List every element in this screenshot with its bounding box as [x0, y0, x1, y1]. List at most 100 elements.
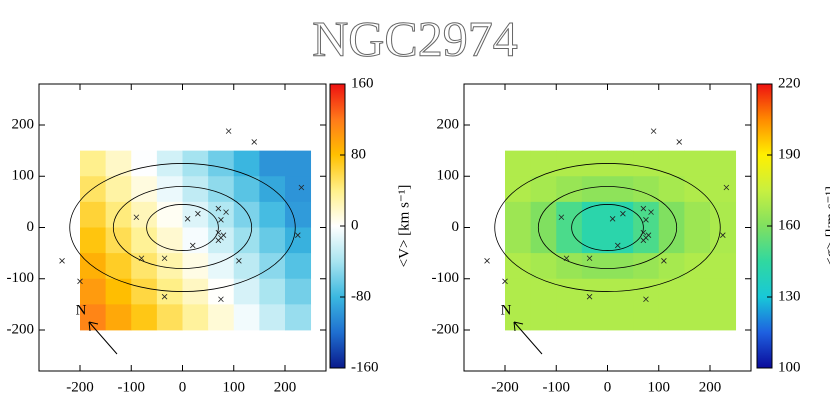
star-marker: [586, 255, 593, 262]
x-tick-label: -100: [118, 379, 146, 395]
map-cell: [233, 278, 260, 305]
star-marker: [563, 255, 570, 262]
star-marker: [640, 205, 647, 212]
y-tick-label: -200: [7, 321, 35, 337]
x-tick-label: -100: [543, 379, 571, 395]
map-cell: [259, 227, 286, 254]
isophote: [69, 163, 296, 292]
star-marker: [484, 258, 490, 264]
colorbar-label: <σ> [km s⁻¹]: [823, 186, 830, 266]
colorbar-tick-label: 130: [778, 288, 801, 304]
star-marker: [643, 217, 649, 223]
star-marker: [138, 255, 145, 262]
y-tick-label: -100: [7, 270, 35, 286]
colorbar-tick-label: 220: [778, 75, 801, 91]
map-cell: [530, 278, 557, 305]
map-cell: [80, 201, 107, 228]
map-cell: [233, 227, 260, 254]
map-cell: [710, 201, 737, 228]
colorbar-tick-label: 190: [778, 146, 801, 162]
x-tick-label: 100: [223, 379, 246, 395]
map-cell: [131, 278, 158, 305]
star-marker: [189, 242, 196, 249]
map-cell: [80, 278, 107, 305]
map-cell: [658, 227, 685, 254]
map-cell: [208, 278, 235, 305]
map-cell: [505, 278, 532, 305]
star-marker: [161, 293, 168, 300]
y-tick-label: 0: [452, 219, 460, 235]
map-cell: [233, 176, 260, 203]
map-cell: [156, 176, 183, 203]
map-cell: [131, 201, 158, 228]
map-cell: [285, 201, 312, 228]
map-cell: [607, 304, 634, 331]
map-cell: [208, 176, 235, 203]
y-tick-label: -100: [432, 270, 460, 286]
map-cell: [556, 304, 583, 331]
star-marker: [648, 209, 654, 215]
star-marker: [614, 242, 621, 249]
star-marker: [720, 232, 726, 238]
star-marker: [220, 232, 227, 238]
map-cell: [530, 176, 557, 203]
map-cell: [233, 201, 260, 228]
map-cell: [684, 278, 711, 305]
map-cell: [182, 304, 209, 331]
star-marker: [133, 214, 140, 221]
map-cell: [658, 201, 685, 228]
map-cell: [658, 253, 685, 280]
star-marker: [236, 258, 242, 264]
map-cell: [530, 227, 557, 254]
y-tick-label: 100: [437, 168, 460, 184]
star-marker: [195, 210, 201, 217]
figure-title: NGC2974: [312, 10, 518, 66]
map-cell: [182, 253, 209, 280]
map-cell: [684, 304, 711, 331]
map-cell: [556, 201, 583, 228]
map-cell: [710, 150, 737, 177]
map-cell: [556, 176, 583, 203]
x-tick-label: 100: [648, 379, 671, 395]
map-cell: [684, 150, 711, 177]
map-cell: [530, 201, 557, 228]
map-cell: [633, 176, 660, 203]
map-cell: [105, 227, 132, 254]
star-marker: [723, 184, 730, 191]
map-cell: [208, 201, 235, 228]
map-cell: [285, 227, 312, 254]
map-cell: [530, 304, 557, 331]
star-marker: [645, 232, 652, 238]
colorbar-tick-label: 160: [351, 75, 374, 91]
map-cell: [710, 227, 737, 254]
star-marker: [215, 237, 222, 244]
map-cell: [259, 278, 286, 305]
colorbar-tick-label: 80: [351, 146, 366, 162]
star-marker: [184, 216, 191, 222]
star-marker: [650, 128, 657, 134]
map-cell: [581, 176, 608, 203]
map-cell: [105, 304, 132, 331]
isophote: [146, 204, 219, 251]
star-marker: [676, 139, 683, 145]
map-cell: [285, 176, 312, 203]
map-cell: [530, 150, 557, 177]
y-tick-label: 200: [12, 116, 35, 132]
y-tick-label: 200: [437, 116, 460, 132]
star-marker: [609, 216, 616, 222]
x-tick-label: 200: [699, 379, 722, 395]
map-cell: [285, 150, 312, 177]
north-label: N: [76, 302, 87, 318]
map-cell: [285, 253, 312, 280]
map-cell: [556, 150, 583, 177]
map-cell: [156, 253, 183, 280]
map-cell: [80, 227, 107, 254]
map-cell: [607, 227, 634, 254]
map-cell: [658, 278, 685, 305]
map-cell: [259, 150, 286, 177]
x-tick-label: -200: [491, 379, 519, 395]
map-cell: [556, 278, 583, 305]
map-cell: [658, 304, 685, 331]
map-cell: [684, 201, 711, 228]
map-cell: [156, 304, 183, 331]
